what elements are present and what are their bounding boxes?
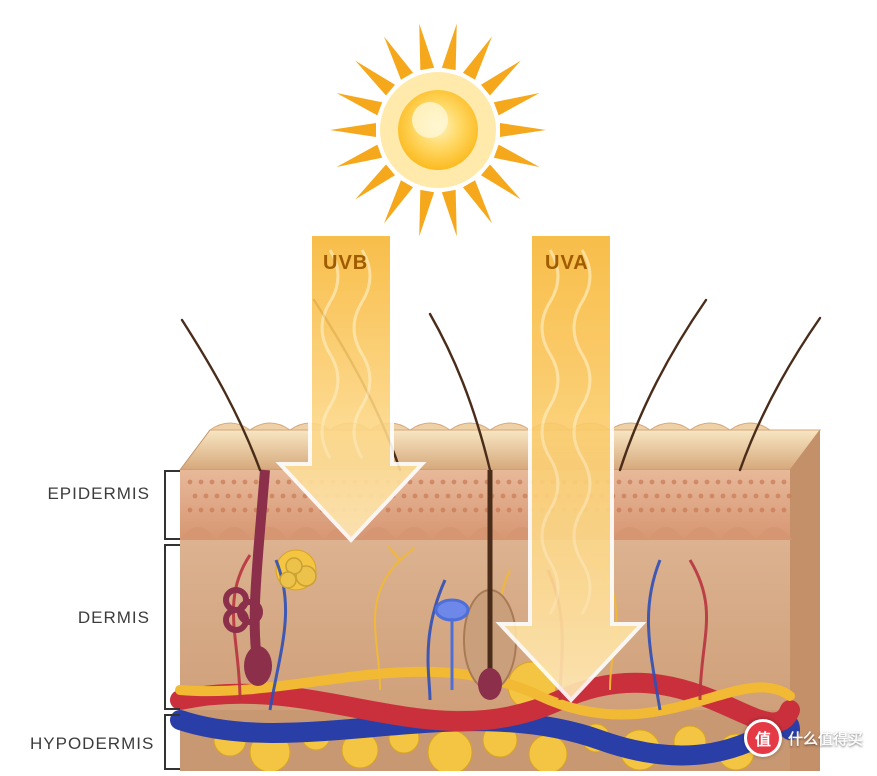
diagram-canvas <box>0 0 877 771</box>
diagram-svg <box>0 0 877 771</box>
watermark: 值 什么值得买 <box>744 719 863 757</box>
label-hypodermis: HYPODERMIS <box>30 734 150 754</box>
bracket-dermis <box>164 544 166 710</box>
label-dermis: DERMIS <box>30 608 150 628</box>
uva-label: UVA <box>545 252 589 275</box>
bracket-hypodermis <box>164 714 166 770</box>
sun-icon <box>330 24 546 237</box>
uvb-label: UVB <box>323 252 368 275</box>
bracket-epidermis <box>164 470 166 540</box>
skin-block <box>180 300 820 771</box>
watermark-badge: 值 <box>744 719 782 757</box>
watermark-text: 什么值得买 <box>788 728 863 749</box>
label-epidermis: EPIDERMIS <box>30 484 150 504</box>
